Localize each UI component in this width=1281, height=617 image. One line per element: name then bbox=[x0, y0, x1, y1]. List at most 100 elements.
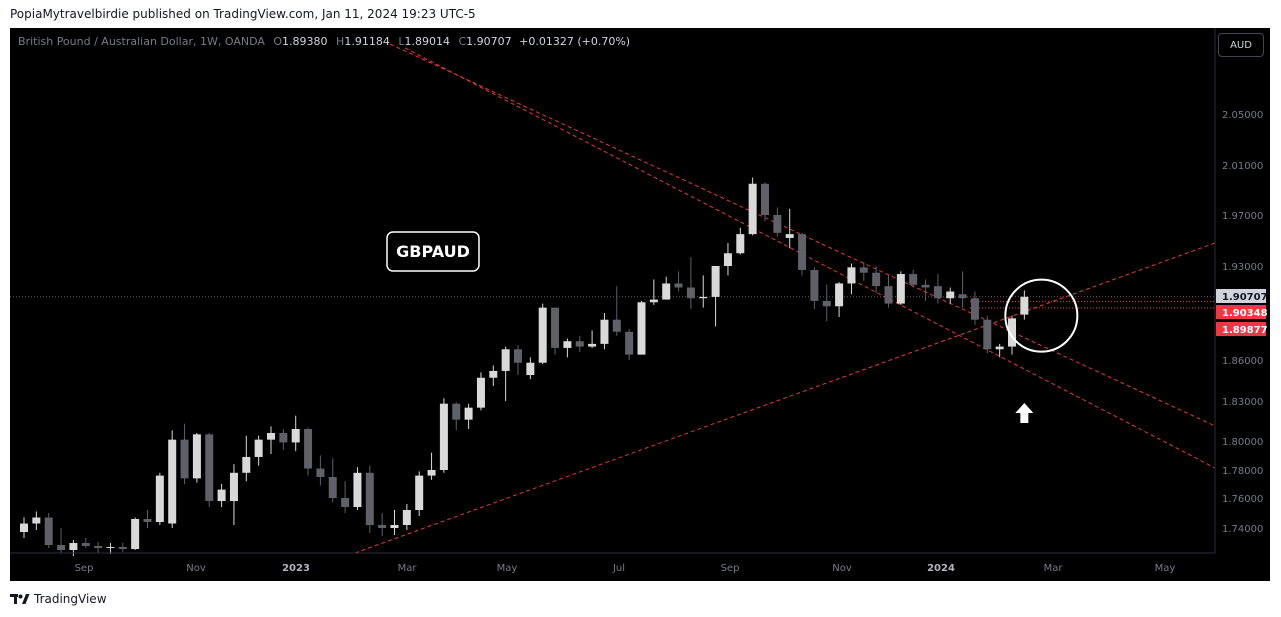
candlestick-chart[interactable]: GBPAUD 2.05000 2.01000 1.97000 1.93000 1.860… bbox=[10, 28, 1270, 581]
high-value: 1.91184 bbox=[344, 35, 390, 48]
candle-body bbox=[242, 456, 251, 473]
candle-body bbox=[229, 472, 238, 501]
axis-layer: 2.05000 2.01000 1.97000 1.93000 1.86000 1.830… bbox=[10, 28, 1268, 574]
candle-body bbox=[761, 183, 769, 215]
candle-body bbox=[686, 287, 695, 299]
candle-body bbox=[798, 234, 807, 271]
candle-body bbox=[118, 547, 127, 549]
open-value: 1.89380 bbox=[282, 35, 328, 48]
ascending-support-trendline bbox=[354, 242, 1216, 554]
candle-body bbox=[600, 319, 609, 344]
time-tick-label: Mar bbox=[1044, 563, 1064, 574]
symbol-name: British Pound / Australian Dollar, 1W, O… bbox=[18, 35, 265, 48]
candle-body bbox=[489, 370, 498, 378]
candle-body bbox=[44, 517, 53, 545]
candle-body bbox=[217, 489, 226, 501]
last-price-badge: 1.90707 bbox=[1216, 289, 1268, 303]
open-label: O bbox=[273, 35, 283, 48]
candle-body bbox=[291, 429, 300, 443]
candle-body bbox=[773, 215, 782, 233]
low-label: L bbox=[398, 35, 405, 48]
price-badge-red: 1.90348 bbox=[1216, 305, 1268, 319]
candle-body bbox=[909, 274, 918, 285]
currency-button[interactable]: AUD bbox=[1218, 33, 1264, 57]
change-value: +0.01327 (+0.70%) bbox=[519, 35, 631, 48]
candle-body bbox=[872, 272, 881, 287]
candle-body bbox=[551, 307, 560, 348]
candle-body bbox=[674, 283, 683, 288]
candle-body bbox=[970, 298, 979, 320]
badge-bg bbox=[1216, 322, 1266, 336]
candle-body bbox=[563, 341, 572, 348]
badge-text: 1.90348 bbox=[1222, 308, 1268, 319]
candle-body bbox=[835, 283, 844, 307]
candle-body bbox=[538, 307, 547, 363]
price-tick-label: 1.76000 bbox=[1222, 494, 1263, 505]
price-tick-label: 1.97000 bbox=[1222, 211, 1263, 222]
price-tick-label: 1.80000 bbox=[1222, 437, 1263, 448]
candle-body bbox=[946, 291, 955, 299]
candle-body bbox=[106, 547, 115, 548]
gbpaud-label-box: GBPAUD bbox=[386, 231, 480, 272]
candle-body bbox=[32, 517, 41, 524]
price-tick-label: 1.93000 bbox=[1222, 262, 1263, 273]
candle-body bbox=[526, 362, 535, 376]
chart-area[interactable]: GBPAUD 2.05000 2.01000 1.97000 1.93000 1.860… bbox=[10, 28, 1270, 581]
footer-brand-name: TradingView bbox=[34, 592, 107, 606]
candle-body bbox=[439, 403, 448, 470]
candle-body bbox=[192, 434, 201, 479]
price-tick-label: 1.74000 bbox=[1222, 524, 1263, 535]
time-tick-label: 2023 bbox=[282, 563, 310, 574]
low-value: 1.89014 bbox=[404, 35, 450, 48]
time-tick-label: Nov bbox=[186, 563, 206, 574]
high-label: H bbox=[336, 35, 345, 48]
candle-body bbox=[20, 523, 28, 532]
circle-highlight bbox=[1004, 278, 1079, 353]
badge-bg bbox=[1216, 305, 1266, 319]
candle-body bbox=[699, 296, 708, 299]
price-tick-label: 1.86000 bbox=[1222, 356, 1263, 367]
candle-body bbox=[378, 525, 387, 528]
candle-body bbox=[958, 294, 967, 299]
time-tick-label: Jul bbox=[612, 563, 625, 574]
candle-body bbox=[884, 286, 893, 304]
candle-body bbox=[81, 543, 90, 546]
candle-body bbox=[57, 545, 66, 550]
annotation-layer: GBPAUD bbox=[386, 231, 1079, 423]
up-arrow-icon bbox=[1015, 403, 1034, 423]
candle-body bbox=[476, 377, 485, 408]
trendline-layer bbox=[354, 43, 1216, 554]
candle-body bbox=[711, 266, 720, 297]
time-tick-label: May bbox=[1155, 563, 1176, 574]
footer-brand[interactable]: TradingView bbox=[10, 592, 107, 606]
price-gridline-layer bbox=[10, 296, 1215, 309]
candle-body bbox=[402, 510, 411, 525]
descending-middle-trendline bbox=[404, 47, 1216, 469]
candle-body bbox=[822, 300, 831, 307]
candle-body bbox=[1008, 318, 1016, 347]
candle-body bbox=[254, 439, 263, 457]
candle-body bbox=[341, 498, 350, 507]
candle-body bbox=[427, 470, 436, 476]
candle-body bbox=[723, 253, 732, 266]
candle-body bbox=[155, 475, 164, 522]
candle-body bbox=[514, 349, 522, 363]
price-tick-label: 2.01000 bbox=[1222, 161, 1263, 172]
candle-body bbox=[575, 341, 584, 347]
candle-body bbox=[304, 429, 313, 469]
candle-body bbox=[365, 472, 374, 525]
symbol-legend: British Pound / Australian Dollar, 1W, O… bbox=[18, 35, 630, 48]
badge-text: 1.90707 bbox=[1222, 292, 1268, 303]
candle-body bbox=[94, 546, 103, 548]
candle-layer bbox=[20, 177, 1029, 556]
badge-bg bbox=[1216, 289, 1266, 303]
candle-body bbox=[464, 407, 473, 420]
candle-body bbox=[501, 349, 510, 371]
candle-body bbox=[143, 519, 152, 522]
candle-body bbox=[810, 270, 819, 301]
candle-body bbox=[649, 299, 658, 303]
label-box-text: GBPAUD bbox=[396, 242, 470, 261]
candle-body bbox=[896, 274, 905, 304]
candle-body bbox=[1020, 296, 1029, 315]
candle-body bbox=[415, 475, 424, 510]
